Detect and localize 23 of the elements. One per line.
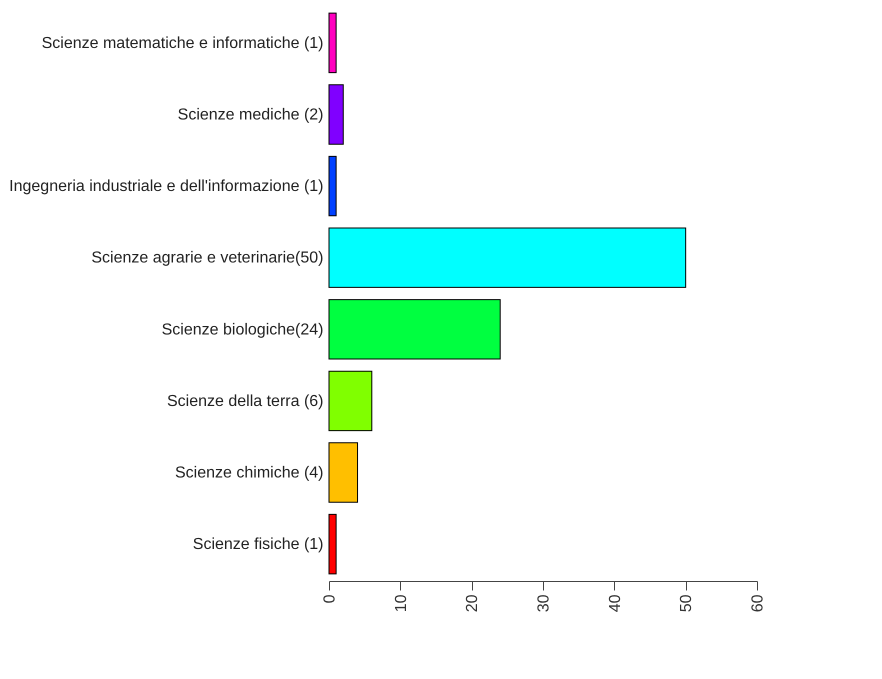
bar bbox=[328, 12, 337, 74]
bar bbox=[328, 227, 686, 288]
bar bbox=[328, 299, 501, 360]
bar bbox=[328, 156, 337, 216]
y-tick-label: Scienze fisiche (1) bbox=[192, 536, 324, 554]
x-tick-label: 30 bbox=[536, 594, 552, 612]
x-tick-label: 0 bbox=[322, 594, 338, 604]
x-tick-label: 10 bbox=[392, 594, 410, 612]
bar bbox=[328, 442, 358, 503]
y-tick-label: Scienze chimiche (4) bbox=[175, 464, 324, 482]
bar bbox=[328, 84, 344, 145]
y-tick-label: Scienze mediche (2) bbox=[178, 106, 324, 124]
y-tick-label: Scienze matematiche e informatiche (1) bbox=[42, 34, 324, 52]
x-tick-label: 50 bbox=[678, 594, 696, 612]
x-tick-label: 20 bbox=[464, 594, 482, 612]
y-tick-label: Scienze biologiche(24) bbox=[162, 321, 324, 338]
bar bbox=[328, 514, 337, 574]
bar bbox=[328, 370, 372, 432]
y-tick-label: Scienze agrarie e veterinarie(50) bbox=[91, 250, 324, 267]
x-tick-label: 40 bbox=[606, 594, 624, 612]
x-tick-label: 60 bbox=[750, 594, 766, 612]
y-tick-label: Scienze della terra (6) bbox=[166, 392, 324, 410]
y-tick-label: Ingegneria industriale e dell'informazione (1) bbox=[9, 178, 324, 196]
